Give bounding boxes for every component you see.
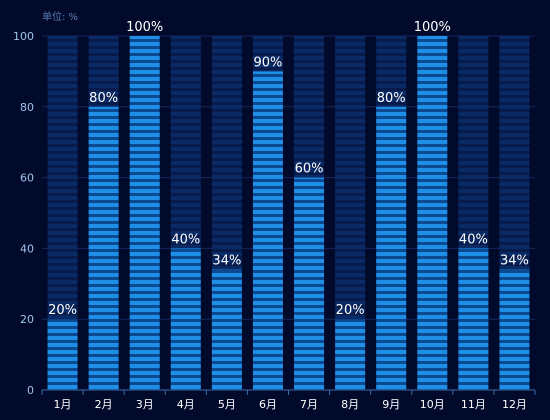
data-label: 80% bbox=[377, 91, 406, 106]
x-tick-label: 9月 bbox=[382, 398, 400, 411]
y-tick-label: 0 bbox=[27, 384, 34, 397]
bar[interactable] bbox=[252, 71, 283, 391]
data-label: 60% bbox=[295, 162, 324, 177]
data-label: 20% bbox=[336, 303, 365, 318]
x-tick-label: 2月 bbox=[95, 398, 113, 411]
x-tick-label: 4月 bbox=[177, 398, 195, 411]
y-tick-label: 80 bbox=[20, 101, 34, 114]
x-tick-label: 5月 bbox=[218, 398, 236, 411]
x-tick-label: 8月 bbox=[341, 398, 359, 411]
unit-label: 单位: % bbox=[42, 12, 79, 23]
x-tick-label: 11月 bbox=[461, 398, 486, 411]
bar[interactable] bbox=[211, 269, 242, 390]
x-tick-label: 12月 bbox=[502, 398, 527, 411]
bar[interactable] bbox=[88, 106, 119, 391]
x-tick-label: 3月 bbox=[136, 398, 154, 411]
data-label: 80% bbox=[89, 91, 118, 106]
bar[interactable] bbox=[294, 177, 325, 390]
data-label: 34% bbox=[500, 254, 529, 269]
data-label: 40% bbox=[459, 232, 488, 247]
bar[interactable] bbox=[129, 36, 160, 390]
bar[interactable] bbox=[47, 319, 78, 390]
y-tick-label: 100 bbox=[13, 30, 34, 43]
y-tick-label: 40 bbox=[20, 242, 34, 255]
y-tick-label: 60 bbox=[20, 172, 34, 185]
x-tick-label: 10月 bbox=[420, 398, 445, 411]
bar[interactable] bbox=[170, 248, 201, 390]
bar[interactable] bbox=[376, 106, 407, 391]
bar[interactable] bbox=[417, 36, 448, 390]
data-label: 40% bbox=[171, 232, 200, 247]
data-label: 100% bbox=[414, 20, 451, 35]
y-tick-label: 20 bbox=[20, 313, 34, 326]
bar[interactable] bbox=[458, 248, 489, 390]
x-tick-label: 1月 bbox=[54, 398, 72, 411]
x-tick-label: 7月 bbox=[300, 398, 318, 411]
x-tick-label: 6月 bbox=[259, 398, 277, 411]
data-label: 100% bbox=[126, 20, 163, 35]
data-label: 90% bbox=[254, 55, 283, 70]
data-label: 34% bbox=[212, 254, 241, 269]
data-label: 20% bbox=[48, 303, 77, 318]
bar[interactable] bbox=[499, 269, 530, 390]
bar[interactable] bbox=[335, 319, 366, 390]
